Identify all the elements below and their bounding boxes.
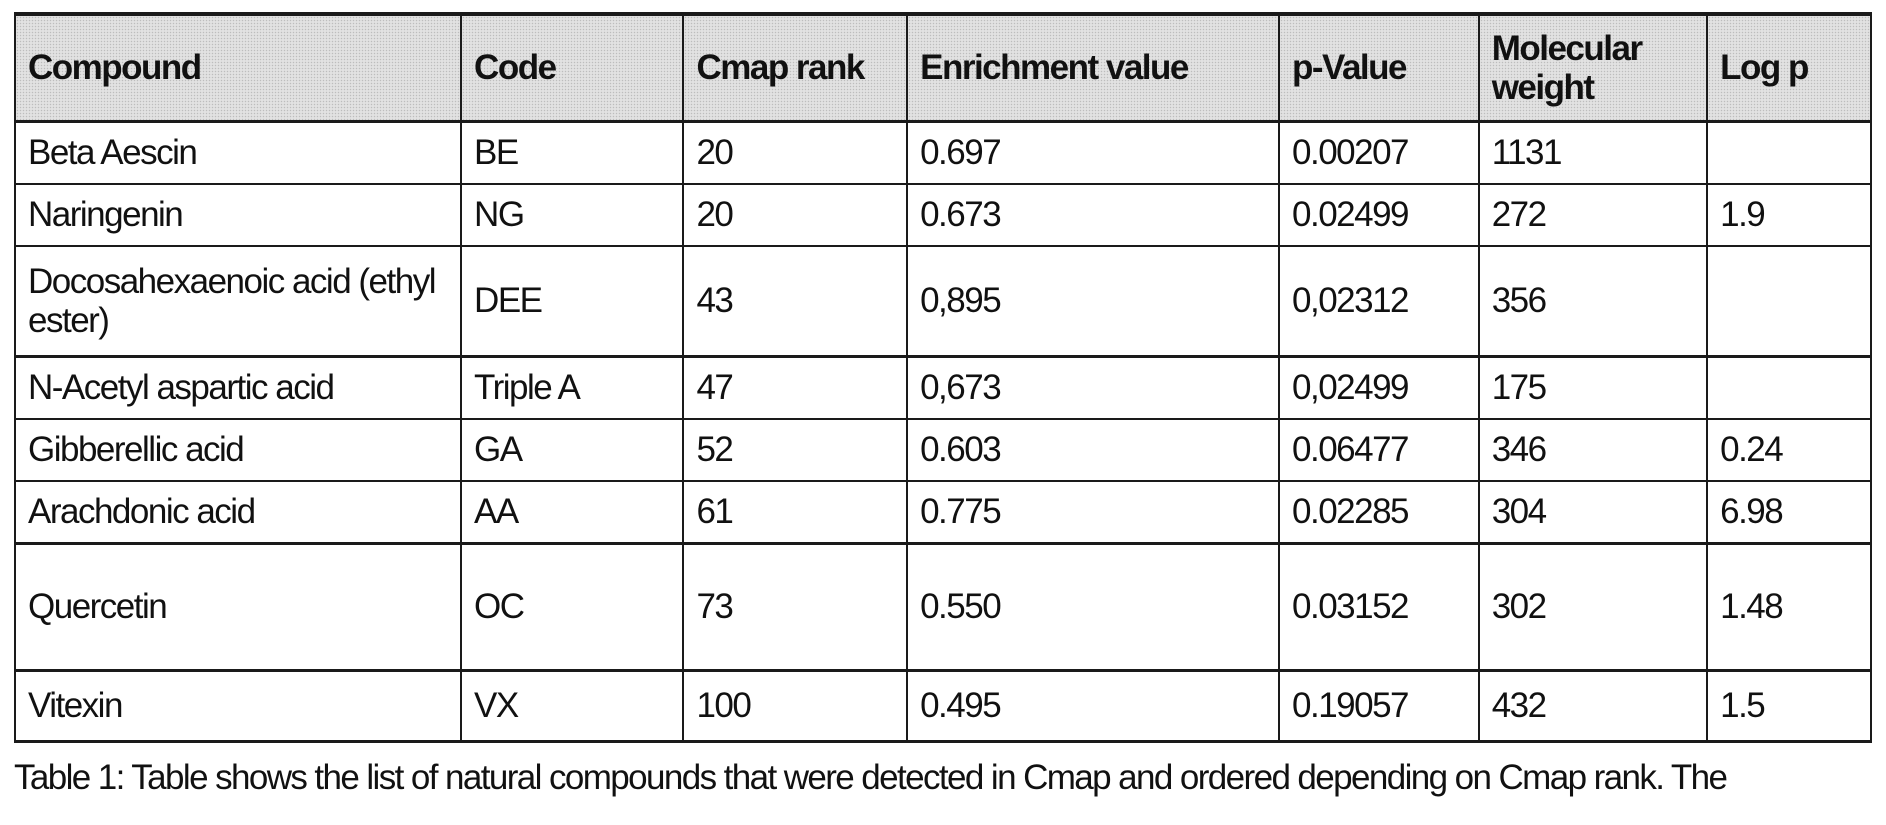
cell-cmap-rank: 20 — [683, 122, 907, 185]
cell-log-p: 1.5 — [1707, 671, 1871, 742]
table-row: Quercetin OC 73 0.550 0.03152 302 1.48 — [15, 544, 1871, 671]
cell-p-value: 0.19057 — [1279, 671, 1479, 742]
cell-enrichment-value: 0.697 — [907, 122, 1279, 185]
cell-enrichment-value: 0.775 — [907, 481, 1279, 544]
table-row: Arachdonic acid AA 61 0.775 0.02285 304 … — [15, 481, 1871, 544]
cell-log-p — [1707, 357, 1871, 420]
cell-log-p: 0.24 — [1707, 419, 1871, 481]
header-compound: Compound — [15, 14, 461, 122]
cell-cmap-rank: 73 — [683, 544, 907, 671]
cell-molecular-weight: 356 — [1479, 246, 1707, 357]
header-log-p: Log p — [1707, 14, 1871, 122]
cell-cmap-rank: 61 — [683, 481, 907, 544]
cell-p-value: 0.03152 — [1279, 544, 1479, 671]
table-row: Docosahexaenoic acid (ethyl ester) DEE 4… — [15, 246, 1871, 357]
cell-compound: Docosahexaenoic acid (ethyl ester) — [15, 246, 461, 357]
cell-log-p — [1707, 246, 1871, 357]
cell-enrichment-value: 0.673 — [907, 184, 1279, 246]
cell-code: Triple A — [461, 357, 683, 420]
cell-log-p: 1.48 — [1707, 544, 1871, 671]
header-row: Compound Code Cmap rank Enrichment value… — [15, 14, 1871, 122]
cell-molecular-weight: 272 — [1479, 184, 1707, 246]
cell-p-value: 0,02312 — [1279, 246, 1479, 357]
compounds-table: Compound Code Cmap rank Enrichment value… — [14, 12, 1872, 743]
cell-code: DEE — [461, 246, 683, 357]
cell-enrichment-value: 0,673 — [907, 357, 1279, 420]
cell-molecular-weight: 346 — [1479, 419, 1707, 481]
table-row: Naringenin NG 20 0.673 0.02499 272 1.9 — [15, 184, 1871, 246]
cell-code: OC — [461, 544, 683, 671]
cell-molecular-weight: 175 — [1479, 357, 1707, 420]
cell-code: BE — [461, 122, 683, 185]
table-row: Beta Aescin BE 20 0.697 0.00207 1131 — [15, 122, 1871, 185]
cell-cmap-rank: 52 — [683, 419, 907, 481]
cell-code: NG — [461, 184, 683, 246]
cell-compound: Vitexin — [15, 671, 461, 742]
cell-enrichment-value: 0.603 — [907, 419, 1279, 481]
table-caption: Table 1: Table shows the list of natural… — [14, 758, 1726, 798]
cell-cmap-rank: 20 — [683, 184, 907, 246]
cell-molecular-weight: 302 — [1479, 544, 1707, 671]
cell-code: AA — [461, 481, 683, 544]
cell-compound: Arachdonic acid — [15, 481, 461, 544]
cell-compound: N-Acetyl aspartic acid — [15, 357, 461, 420]
table-row: Vitexin VX 100 0.495 0.19057 432 1.5 — [15, 671, 1871, 742]
header-code: Code — [461, 14, 683, 122]
cell-enrichment-value: 0.495 — [907, 671, 1279, 742]
cell-compound: Naringenin — [15, 184, 461, 246]
cell-log-p — [1707, 122, 1871, 185]
cell-code: VX — [461, 671, 683, 742]
header-enrichment-value: Enrichment value — [907, 14, 1279, 122]
table-row: N-Acetyl aspartic acid Triple A 47 0,673… — [15, 357, 1871, 420]
compounds-table-container: Compound Code Cmap rank Enrichment value… — [14, 12, 1872, 743]
cell-log-p: 6.98 — [1707, 481, 1871, 544]
cell-enrichment-value: 0,895 — [907, 246, 1279, 357]
cell-p-value: 0,02499 — [1279, 357, 1479, 420]
table-row: Gibberellic acid GA 52 0.603 0.06477 346… — [15, 419, 1871, 481]
cell-compound: Gibberellic acid — [15, 419, 461, 481]
header-cmap-rank: Cmap rank — [683, 14, 907, 122]
cell-p-value: 0.02285 — [1279, 481, 1479, 544]
cell-molecular-weight: 1131 — [1479, 122, 1707, 185]
cell-molecular-weight: 304 — [1479, 481, 1707, 544]
cell-compound: Beta Aescin — [15, 122, 461, 185]
cell-molecular-weight: 432 — [1479, 671, 1707, 742]
cell-cmap-rank: 100 — [683, 671, 907, 742]
cell-compound: Quercetin — [15, 544, 461, 671]
cell-code: GA — [461, 419, 683, 481]
cell-p-value: 0.00207 — [1279, 122, 1479, 185]
cell-p-value: 0.02499 — [1279, 184, 1479, 246]
header-p-value: p-Value — [1279, 14, 1479, 122]
cell-enrichment-value: 0.550 — [907, 544, 1279, 671]
header-molecular-weight: Molecular weight — [1479, 14, 1707, 122]
cell-cmap-rank: 43 — [683, 246, 907, 357]
cell-p-value: 0.06477 — [1279, 419, 1479, 481]
cell-log-p: 1.9 — [1707, 184, 1871, 246]
cell-cmap-rank: 47 — [683, 357, 907, 420]
